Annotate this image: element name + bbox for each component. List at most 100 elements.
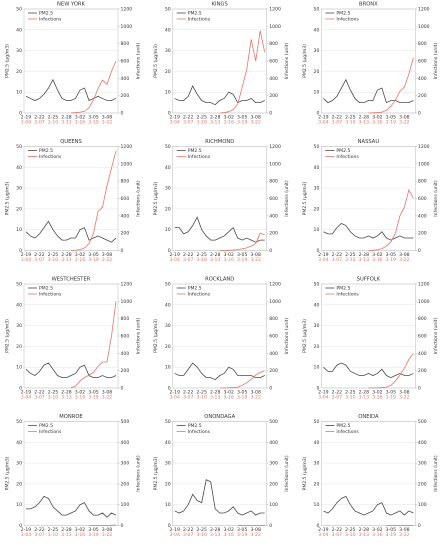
x-tick-label: 2-28: [359, 252, 370, 258]
y2-tick-label: 800: [418, 316, 427, 322]
series-line: [368, 353, 414, 389]
y2-tick-label: 0: [121, 111, 124, 117]
y2-tick-label: 400: [121, 76, 130, 82]
y-tick-label: 30: [165, 186, 171, 192]
y-tick-label: 0: [19, 248, 22, 254]
x-tick-label-shifted: 3-07: [332, 395, 343, 401]
x-tick-label-shifted: 3-22: [102, 532, 113, 538]
x-tick-label-shifted: 3-10: [345, 532, 356, 538]
x-tick-label: 2-19: [21, 527, 32, 533]
y-axis-label: PM2.5 (μg/m3): [5, 44, 11, 78]
y-tick-label: 10: [165, 502, 171, 508]
y2-tick-label: 600: [269, 59, 278, 65]
y-tick-label: 10: [314, 365, 320, 371]
x-tick-label-shifted: 3-10: [345, 257, 356, 263]
y2-tick-label: 200: [121, 368, 130, 374]
x-tick-label-shifted: 3-16: [372, 532, 383, 538]
x-tick-label-shifted: 3-13: [61, 257, 72, 263]
series-line: [25, 362, 117, 378]
x-tick-label: 2-19: [318, 115, 329, 121]
x-tick-label: 2-19: [169, 252, 180, 258]
x-tick-label-shifted: 3-19: [88, 532, 99, 538]
y2-tick-label: 0: [269, 111, 272, 117]
y2-axis-label: Infections (unit): [284, 180, 290, 217]
y2-tick-label: 600: [121, 196, 130, 202]
y2-tick-label: 400: [121, 351, 130, 357]
y2-tick-label: 1200: [269, 282, 281, 288]
series-line: [174, 216, 265, 243]
y2-tick-label: 0: [418, 386, 421, 392]
y2-tick-label: 0: [418, 523, 421, 529]
x-tick-label: 3-02: [75, 252, 86, 258]
chart-title: NASSAU: [358, 139, 380, 145]
legend-label: PM2.5: [336, 423, 350, 429]
x-tick-label: 3-08: [102, 527, 113, 533]
y-tick-label: 10: [16, 365, 22, 371]
y-tick-label: 20: [165, 206, 171, 212]
x-tick-label: 3-08: [102, 390, 113, 396]
y2-tick-label: 400: [418, 351, 427, 357]
x-tick-label: 3-08: [399, 252, 410, 258]
y2-tick-label: 400: [418, 213, 427, 219]
x-tick-label-shifted: 3-13: [210, 395, 221, 401]
x-tick-label-shifted: 3-07: [332, 257, 343, 263]
y-axis-label: PM2.5 (μg/m3): [153, 456, 159, 490]
x-tick-label: 2-22: [183, 252, 194, 258]
y2-tick-label: 800: [121, 41, 130, 47]
y-tick-label: 0: [316, 248, 319, 254]
series-line: [323, 362, 414, 379]
x-tick-label-shifted: 3-10: [196, 532, 207, 538]
x-tick-label: 3-05: [237, 390, 248, 396]
y-tick-label: 40: [314, 302, 320, 308]
x-tick-label-shifted: 3-16: [223, 532, 234, 538]
x-tick-label-shifted: 3-16: [223, 257, 234, 263]
y-tick-label: 0: [316, 523, 319, 529]
y2-tick-label: 400: [269, 213, 278, 219]
y2-tick-label: 1000: [121, 24, 133, 30]
legend-label: PM2.5: [188, 423, 202, 429]
y2-tick-label: 200: [418, 481, 427, 487]
plot-frame: [321, 146, 416, 251]
y2-tick-label: 400: [269, 351, 278, 357]
y2-tick-label: 300: [269, 461, 278, 467]
x-tick-label-shifted: 3-19: [386, 120, 397, 126]
y-tick-label: 50: [314, 144, 320, 150]
y-tick-label: 40: [165, 440, 171, 446]
x-tick-label: 3-02: [372, 527, 383, 533]
y2-axis-label: Infections (unit): [433, 318, 439, 355]
x-tick-label-shifted: 3-04: [169, 532, 180, 538]
x-tick-label-shifted: 3-19: [88, 257, 99, 263]
plot-frame: [23, 283, 119, 389]
legend-label: Infections: [39, 154, 62, 160]
x-tick-label: 2-25: [48, 527, 59, 533]
x-tick-label-shifted: 3-13: [61, 532, 72, 538]
y-tick-label: 40: [314, 440, 320, 446]
y-tick-label: 30: [16, 186, 22, 192]
y-axis-label: PM2.5 (μg/m3): [302, 456, 308, 490]
x-tick-label: 2-28: [210, 115, 221, 121]
x-tick-label-shifted: 3-04: [169, 395, 180, 401]
y2-tick-label: 800: [121, 179, 130, 185]
x-tick-label-shifted: 3-04: [21, 120, 32, 126]
x-tick-label: 3-02: [372, 115, 383, 121]
chart-title: ONONDAGA: [204, 414, 235, 420]
x-tick-label-shifted: 3-19: [237, 532, 248, 538]
legend-label: Infections: [39, 429, 62, 435]
x-tick-label-shifted: 3-16: [75, 532, 86, 538]
y-tick-label: 40: [165, 302, 171, 308]
x-tick-label: 2-22: [332, 115, 343, 121]
y-tick-label: 50: [165, 144, 171, 150]
x-tick-label-shifted: 3-22: [102, 120, 113, 126]
y-tick-label: 50: [314, 7, 320, 13]
x-tick-label-shifted: 3-19: [237, 395, 248, 401]
y2-tick-label: 0: [418, 248, 421, 254]
x-tick-label-shifted: 3-19: [237, 257, 248, 263]
y-tick-label: 40: [165, 27, 171, 33]
x-tick-label: 3-02: [372, 390, 383, 396]
y-tick-label: 20: [165, 481, 171, 487]
y2-tick-label: 1000: [269, 299, 281, 305]
x-tick-label: 2-22: [332, 252, 343, 258]
x-tick-label: 2-22: [332, 390, 343, 396]
legend-label: Infections: [39, 292, 62, 298]
